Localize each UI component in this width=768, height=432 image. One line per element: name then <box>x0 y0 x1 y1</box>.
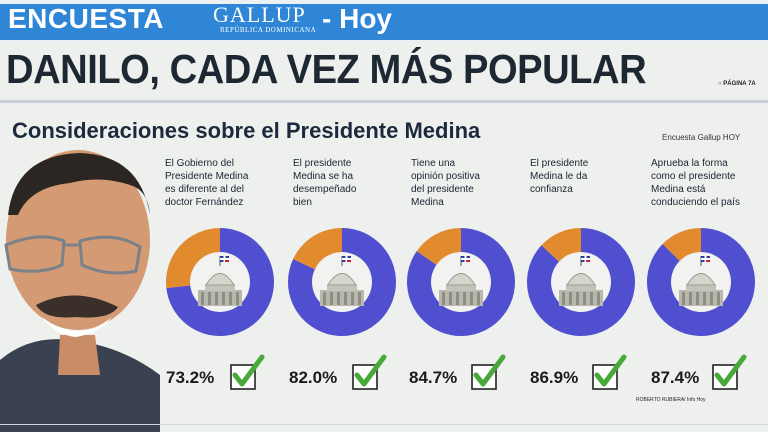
banner-hoy: - Hoy <box>322 3 392 34</box>
donut-chart <box>527 228 635 336</box>
question-line: El presidente <box>293 158 352 169</box>
question-line: El presidente <box>530 158 589 169</box>
graphic-credit: ROBERTO RUBIERA/ Info Hoy <box>636 397 706 403</box>
question-line: Tiene una <box>411 158 456 169</box>
question-line: Medina se ha <box>293 171 354 182</box>
question-line: conduciendo el país <box>651 197 740 208</box>
question-text: El presidente Medina le da confianza <box>530 157 638 196</box>
capitol-dome-icon <box>672 253 730 311</box>
checkmark-icon <box>712 354 747 390</box>
donut-segment-negative <box>166 228 220 289</box>
headline: DANILO, CADA VEZ MÁS POPULAR <box>6 46 647 92</box>
checkmark-icon <box>592 354 627 390</box>
donut-segment-positive <box>288 228 396 336</box>
banner-encuesta: ENCUESTA <box>8 3 164 34</box>
capitol-dome-icon <box>552 253 610 311</box>
question-text: El Gobierno del Presidente Medina es dif… <box>165 157 273 209</box>
donut-chart <box>647 228 755 336</box>
question-line: desempeñado <box>293 184 357 195</box>
checkmark-icon <box>230 354 265 390</box>
question-line: bien <box>293 197 312 208</box>
capitol-dome-icon <box>313 253 371 311</box>
question-line: Medina está <box>651 184 706 195</box>
question-line: Medina le da <box>530 171 588 182</box>
question-line: Aprueba la forma <box>651 158 728 169</box>
question-line: doctor Fernández <box>165 197 244 208</box>
donut-segment-negative <box>541 228 581 262</box>
donut-segment-positive <box>407 228 515 336</box>
donut-segment-negative <box>416 228 461 265</box>
gallup-logo: GALLUP <box>213 2 306 27</box>
banner-ribbon <box>0 4 768 40</box>
section-title: Consideraciones sobre el Presidente Medi… <box>12 118 481 143</box>
question-line: es diferente al del <box>165 184 244 195</box>
question-line: El Gobierno del <box>165 158 234 169</box>
donut-segment-negative <box>293 228 342 270</box>
source-label: Encuesta Gallup HOY <box>662 133 741 142</box>
percent-label: 84.7% <box>409 368 458 387</box>
percent-label: 87.4% <box>651 368 700 387</box>
question-line: confianza <box>530 184 573 195</box>
question-line: como el presidente <box>651 171 736 182</box>
donut-segment-positive <box>527 228 635 336</box>
question-text: Aprueba la forma como el presidente Medi… <box>651 157 759 209</box>
capitol-dome-icon <box>432 253 490 311</box>
percent-label: 82.0% <box>289 368 338 387</box>
question-line: Presidente Medina <box>165 171 249 182</box>
question-text: Tiene una opinión positiva del president… <box>411 157 519 209</box>
donut-segment-positive <box>166 228 274 336</box>
question-line: opinión positiva <box>411 171 480 182</box>
donut-chart <box>407 228 515 336</box>
divider-rule <box>0 424 768 425</box>
question-text: El presidente Medina se ha desempeñado b… <box>293 157 401 209</box>
question-line: Medina <box>411 197 444 208</box>
donut-segment-negative <box>662 228 701 261</box>
gallup-logo-subtitle: REPÚBLICA DOMINICANA <box>220 26 317 34</box>
president-portrait <box>0 150 160 432</box>
capitol-dome-icon <box>191 253 249 311</box>
checkmark-icon <box>352 354 387 390</box>
percent-label: 86.9% <box>530 368 579 387</box>
donut-segment-positive <box>647 228 755 336</box>
question-line: del presidente <box>411 184 474 195</box>
donut-chart <box>166 228 274 336</box>
banner: ENCUESTA GALLUP REPÚBLICA DOMINICANA - H… <box>0 0 768 44</box>
percent-label: 73.2% <box>166 368 215 387</box>
page-reference: ○ PÁGINA 7A <box>718 81 756 87</box>
donut-chart <box>288 228 396 336</box>
checkmark-icon <box>471 354 506 390</box>
divider-rule <box>0 100 768 103</box>
